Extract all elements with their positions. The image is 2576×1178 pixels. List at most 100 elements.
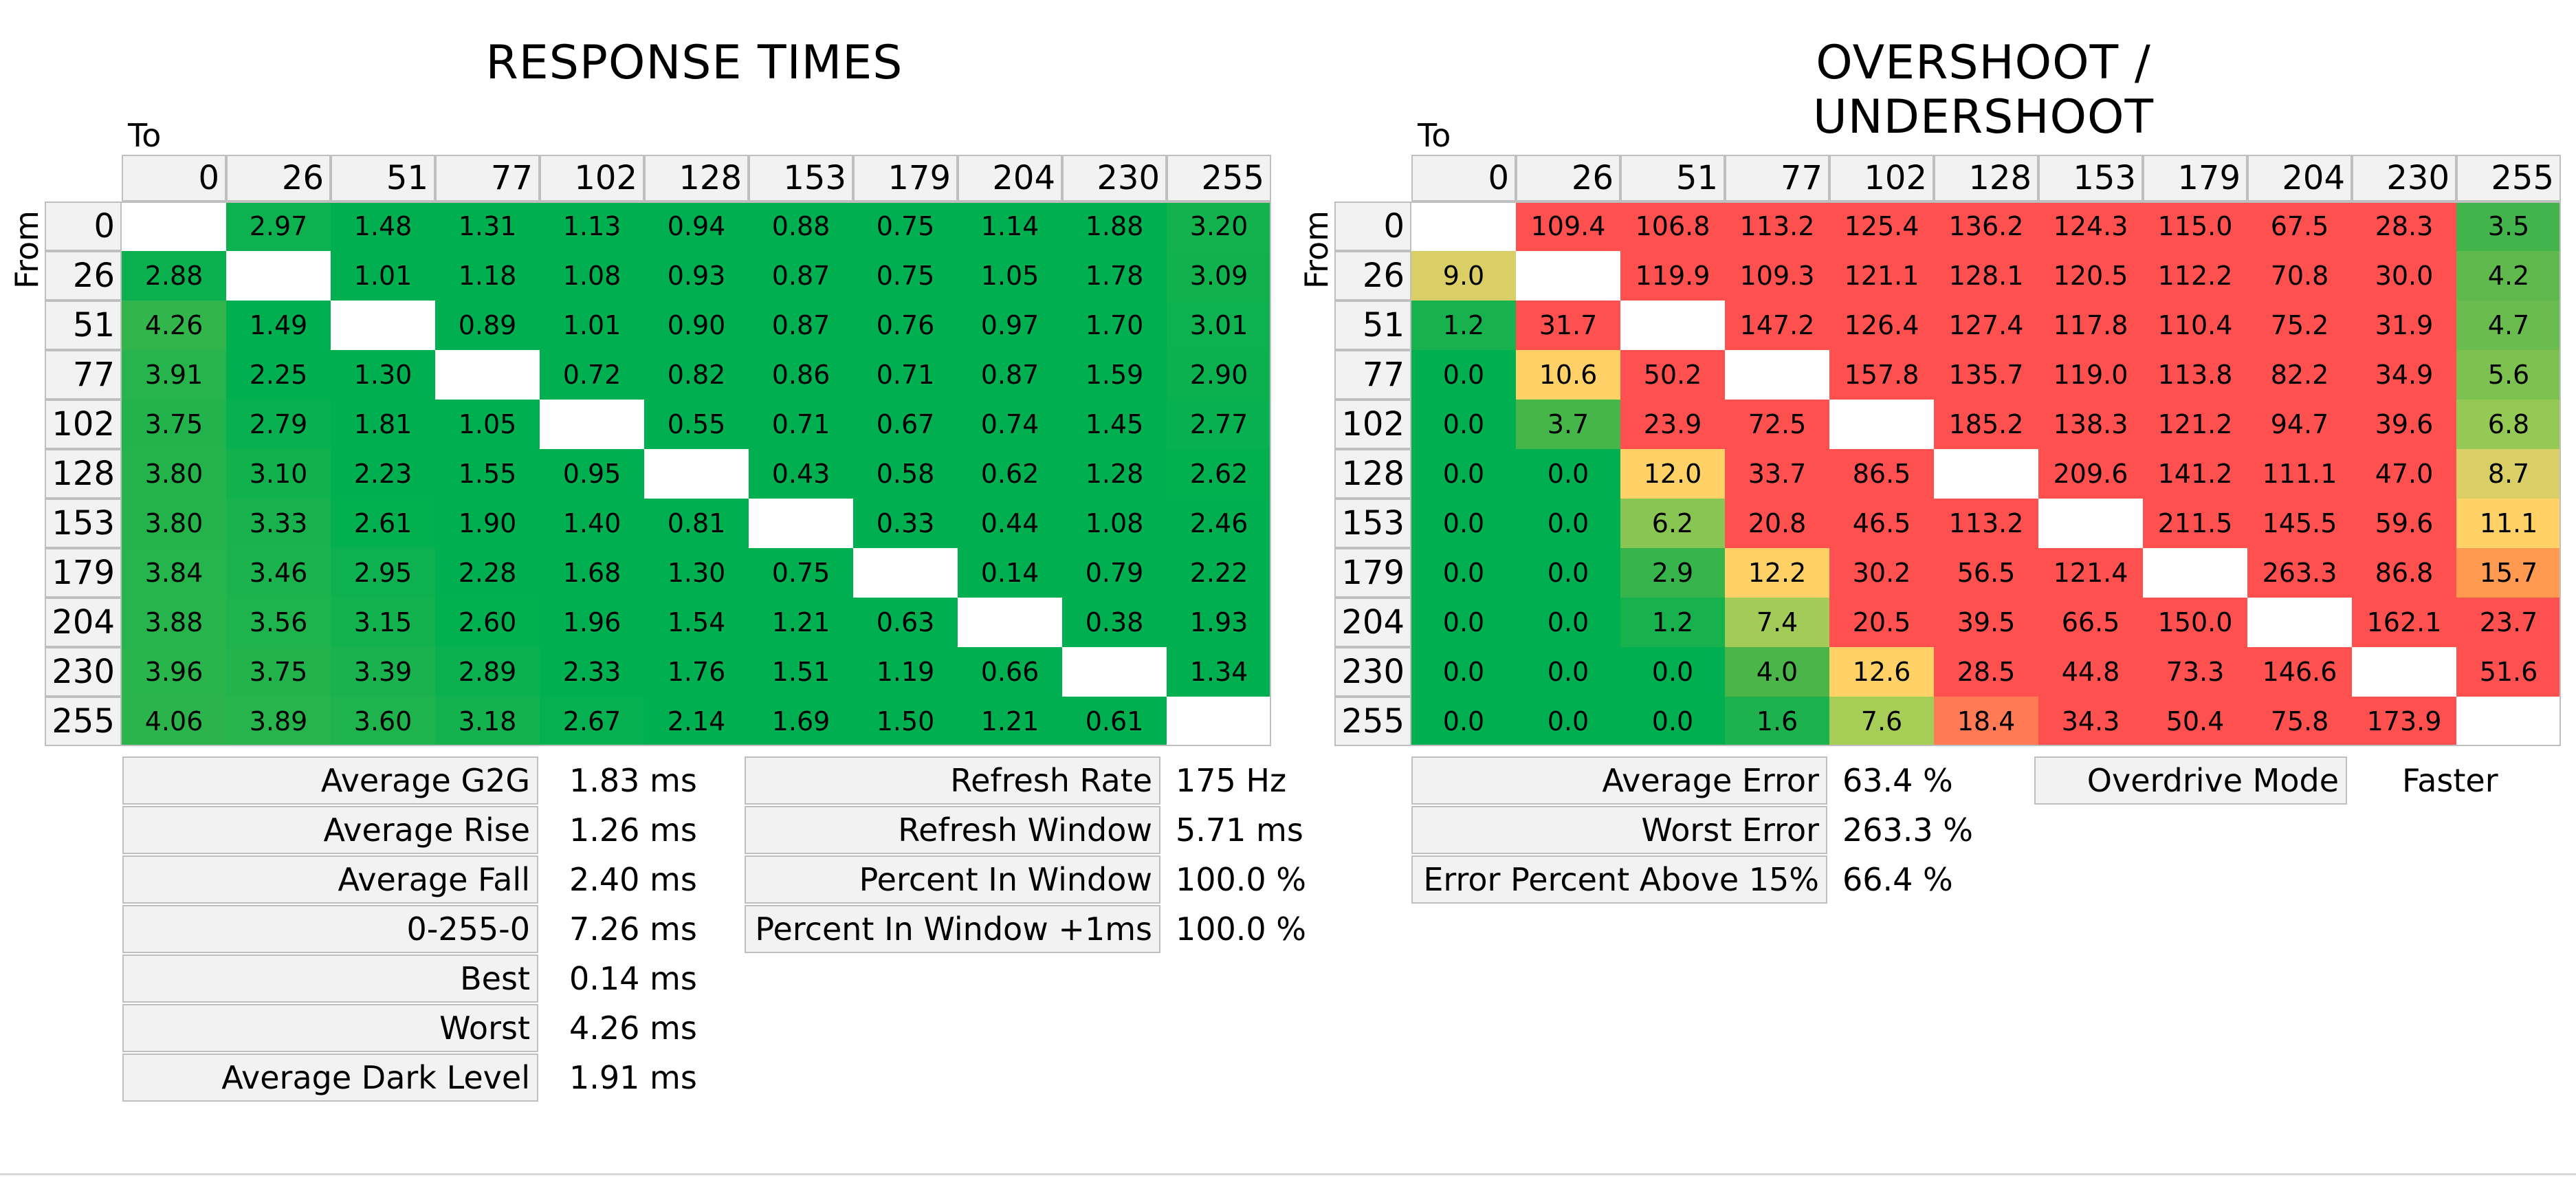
heatmap-cell: 3.96 bbox=[122, 647, 226, 697]
stat-value: 100.0 % bbox=[1176, 861, 1307, 898]
heatmap-cell: 112.2 bbox=[2143, 251, 2247, 301]
heatmap-cell: 7.6 bbox=[1829, 697, 1934, 746]
row-header: 128 bbox=[1334, 449, 1411, 499]
heatmap-cell: 15.7 bbox=[2456, 548, 2561, 598]
heatmap-cell: 4.7 bbox=[2456, 301, 2561, 350]
heatmap-cell: 147.2 bbox=[1725, 301, 1829, 350]
col-header: 26 bbox=[226, 155, 331, 201]
heatmap-cell: 2.46 bbox=[1167, 499, 1271, 548]
heatmap-cell: 3.84 bbox=[122, 548, 226, 598]
heatmap-cell: 113.2 bbox=[1725, 201, 1829, 251]
heatmap-cell: 0.0 bbox=[1411, 548, 1516, 598]
heatmap-cell: 0.66 bbox=[958, 647, 1062, 697]
heatmap-cell: 3.88 bbox=[122, 598, 226, 647]
col-header: 102 bbox=[1829, 155, 1934, 201]
heatmap-cell: 127.4 bbox=[1934, 301, 2038, 350]
heatmap-cell: 70.8 bbox=[2247, 251, 2352, 301]
heatmap-cell: 0.74 bbox=[958, 400, 1062, 449]
heatmap-cell: 1.96 bbox=[540, 598, 644, 647]
heatmap-cell: 1.19 bbox=[853, 647, 958, 697]
heatmap-cell: 0.93 bbox=[644, 251, 749, 301]
heatmap-cell: 2.90 bbox=[1167, 350, 1271, 400]
heatmap-cell: 86.8 bbox=[2352, 548, 2456, 598]
heatmap-cell: 109.3 bbox=[1725, 251, 1829, 301]
heatmap-cell: 185.2 bbox=[1934, 400, 2038, 449]
heatmap-cell: 3.80 bbox=[122, 499, 226, 548]
heatmap-cell: 0.75 bbox=[853, 251, 958, 301]
heatmap-cell: 31.9 bbox=[2352, 301, 2456, 350]
stat-label: Worst Error bbox=[1411, 806, 1827, 854]
heatmap-cell: 30.0 bbox=[2352, 251, 2456, 301]
heatmap-cell: 263.3 bbox=[2247, 548, 2352, 598]
heatmap-cell: 162.1 bbox=[2352, 598, 2456, 647]
heatmap-cell bbox=[2247, 598, 2352, 647]
stat-value: 1.91 ms bbox=[569, 1059, 697, 1096]
heatmap-cell bbox=[2038, 499, 2143, 548]
heatmap-cell: 0.14 bbox=[958, 548, 1062, 598]
stat-label: Average Error bbox=[1411, 756, 1827, 805]
heatmap-cell: 2.60 bbox=[435, 598, 540, 647]
rt-to-label: To bbox=[128, 117, 162, 154]
heatmap-cell: 2.25 bbox=[226, 350, 331, 400]
row-header: 102 bbox=[1334, 400, 1411, 449]
rt-from-label: From bbox=[8, 210, 45, 289]
heatmap-cell: 51.6 bbox=[2456, 647, 2561, 697]
col-header: 204 bbox=[2247, 155, 2352, 201]
stat-value: 2.40 ms bbox=[569, 861, 697, 898]
heatmap-cell bbox=[2352, 647, 2456, 697]
heatmap-cell: 3.75 bbox=[122, 400, 226, 449]
row-header: 128 bbox=[45, 449, 122, 499]
heatmap-cell: 0.0 bbox=[1516, 548, 1620, 598]
stat-label: Average Dark Level bbox=[122, 1054, 538, 1102]
heatmap-cell: 1.40 bbox=[540, 499, 644, 548]
heatmap-cell: 3.91 bbox=[122, 350, 226, 400]
heatmap-cell: 8.7 bbox=[2456, 449, 2561, 499]
heatmap-cell: 94.7 bbox=[2247, 400, 2352, 449]
heatmap-cell: 3.33 bbox=[226, 499, 331, 548]
heatmap-cell: 2.9 bbox=[1620, 548, 1725, 598]
heatmap-cell: 0.0 bbox=[1411, 647, 1516, 697]
stat-value: 63.4 % bbox=[1842, 762, 1953, 799]
row-header: 102 bbox=[45, 400, 122, 449]
heatmap-cell: 0.0 bbox=[1411, 499, 1516, 548]
heatmap-cell: 135.7 bbox=[1934, 350, 2038, 400]
heatmap-cell: 0.86 bbox=[749, 350, 853, 400]
heatmap-cell: 86.5 bbox=[1829, 449, 1934, 499]
heatmap-cell: 1.30 bbox=[331, 350, 435, 400]
heatmap-cell: 1.30 bbox=[644, 548, 749, 598]
stat-value: Faster bbox=[2402, 762, 2498, 799]
heatmap-cell: 47.0 bbox=[2352, 449, 2456, 499]
heatmap-cell: 0.0 bbox=[1411, 449, 1516, 499]
heatmap-cell: 75.2 bbox=[2247, 301, 2352, 350]
heatmap-cell: 0.81 bbox=[644, 499, 749, 548]
row-header: 153 bbox=[45, 499, 122, 548]
heatmap-cell: 2.61 bbox=[331, 499, 435, 548]
heatmap-cell: 20.8 bbox=[1725, 499, 1829, 548]
col-header: 0 bbox=[1411, 155, 1516, 201]
stat-value: 7.26 ms bbox=[569, 910, 697, 948]
heatmap-cell: 125.4 bbox=[1829, 201, 1934, 251]
heatmap-cell: 72.5 bbox=[1725, 400, 1829, 449]
heatmap-cell: 1.01 bbox=[331, 251, 435, 301]
heatmap-cell bbox=[540, 400, 644, 449]
row-header: 179 bbox=[45, 548, 122, 598]
stat-label: Percent In Window +1ms bbox=[745, 905, 1160, 953]
heatmap-cell: 2.77 bbox=[1167, 400, 1271, 449]
heatmap-cell: 136.2 bbox=[1934, 201, 2038, 251]
heatmap-cell: 12.0 bbox=[1620, 449, 1725, 499]
heatmap-cell bbox=[1829, 400, 1934, 449]
heatmap-cell: 50.4 bbox=[2143, 697, 2247, 746]
stat-value: 100.0 % bbox=[1176, 910, 1307, 948]
heatmap-cell: 121.4 bbox=[2038, 548, 2143, 598]
heatmap-cell: 50.2 bbox=[1620, 350, 1725, 400]
heatmap-cell: 173.9 bbox=[2352, 697, 2456, 746]
heatmap-cell: 4.06 bbox=[122, 697, 226, 746]
heatmap-cell: 28.5 bbox=[1934, 647, 2038, 697]
heatmap-cell: 6.8 bbox=[2456, 400, 2561, 449]
col-header: 255 bbox=[2456, 155, 2561, 201]
heatmap-cell: 110.4 bbox=[2143, 301, 2247, 350]
heatmap-cell: 0.0 bbox=[1411, 598, 1516, 647]
heatmap-cell: 1.08 bbox=[540, 251, 644, 301]
heatmap-cell: 2.33 bbox=[540, 647, 644, 697]
heatmap-cell: 1.90 bbox=[435, 499, 540, 548]
